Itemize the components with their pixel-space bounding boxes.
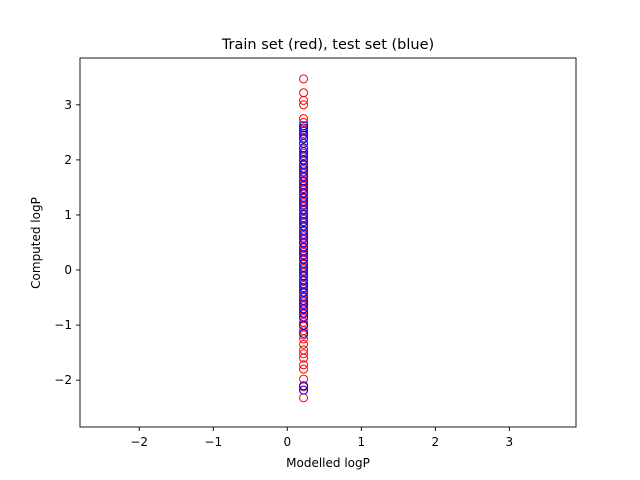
train-point	[299, 100, 309, 110]
test-point	[299, 200, 309, 210]
x-tick-label: 2	[432, 435, 440, 449]
train-point	[299, 360, 309, 370]
train-point	[299, 114, 309, 124]
x-tick-label: 0	[283, 435, 291, 449]
train-point	[299, 353, 309, 363]
y-tick-label: −2	[54, 373, 72, 387]
plot-frame	[79, 57, 577, 428]
test-point	[299, 167, 309, 177]
test-point	[299, 299, 309, 309]
test-point	[299, 217, 309, 227]
y-axis-label: Computed logP	[29, 197, 43, 289]
train-point	[299, 393, 309, 403]
chart-title: Train set (red), test set (blue)	[221, 37, 434, 53]
train-point	[299, 74, 309, 84]
test-point	[299, 121, 309, 131]
y-tick-label: 0	[64, 263, 72, 277]
x-tick-label: −1	[204, 435, 222, 449]
train-point	[299, 117, 309, 127]
y-tick-label: 1	[64, 208, 72, 222]
y-tick-label: 2	[64, 153, 72, 167]
y-axis-ticks: −2 −1 0 1 2 3	[54, 98, 80, 387]
x-tick-label: 1	[357, 435, 365, 449]
test-point	[299, 184, 309, 194]
test-point	[299, 308, 309, 318]
x-axis-ticks: −2 −1 0 1 2 3	[130, 427, 513, 449]
train-point	[299, 88, 309, 98]
x-tick-label: −2	[130, 435, 148, 449]
train-point	[299, 364, 309, 374]
x-tick-label: 3	[506, 435, 514, 449]
test-point	[299, 150, 309, 160]
train-point	[299, 95, 309, 105]
test-point	[299, 385, 309, 395]
test-point	[299, 328, 309, 338]
train-point	[299, 339, 309, 349]
train-point	[299, 349, 309, 359]
test-point	[299, 266, 309, 276]
scatter-marks	[299, 74, 309, 403]
test-point	[299, 381, 309, 391]
test-point	[299, 250, 309, 260]
y-tick-label: 3	[64, 98, 72, 112]
test-point	[299, 233, 309, 243]
train-point	[299, 334, 309, 344]
test-point	[299, 283, 309, 293]
test-point	[299, 123, 309, 133]
y-tick-label: −1	[54, 318, 72, 332]
x-axis-label: Modelled logP	[286, 456, 370, 470]
test-point	[299, 134, 309, 144]
